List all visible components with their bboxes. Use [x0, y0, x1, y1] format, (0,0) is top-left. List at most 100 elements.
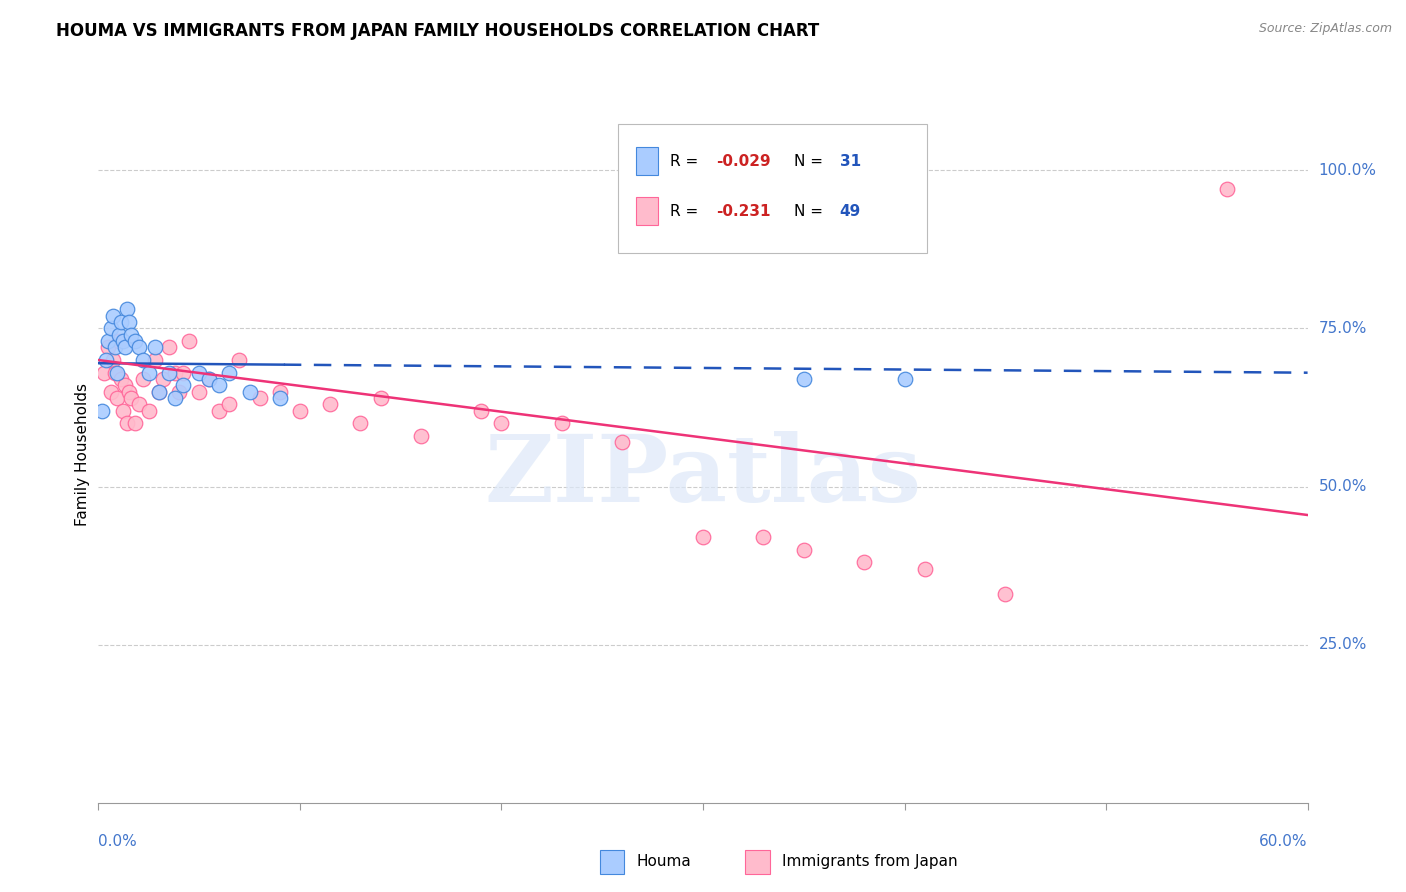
Point [994, 587, 1017, 601]
Text: R =: R = [671, 204, 703, 219]
Point [114, 340, 136, 354]
Text: 60.0%: 60.0% [1260, 834, 1308, 849]
Point [110, 372, 132, 386]
Point [793, 542, 815, 557]
Y-axis label: Family Households: Family Households [75, 384, 90, 526]
FancyBboxPatch shape [619, 125, 927, 253]
Point [143, 353, 166, 368]
Text: 31: 31 [839, 153, 860, 169]
Point [128, 340, 150, 354]
Point [105, 366, 128, 380]
Point [793, 372, 815, 386]
Bar [745, 850, 769, 874]
Point [107, 334, 129, 348]
Point [100, 384, 122, 399]
Point [228, 353, 250, 368]
Point [138, 366, 160, 380]
Point [172, 378, 194, 392]
Point [97, 334, 120, 348]
Point [288, 403, 311, 417]
Point [551, 417, 574, 431]
Point [101, 309, 124, 323]
Point [208, 378, 231, 392]
Bar [637, 147, 658, 175]
Point [218, 397, 240, 411]
Point [198, 372, 221, 386]
Point [349, 417, 371, 431]
Point [914, 562, 936, 576]
Text: 100.0%: 100.0% [1319, 163, 1376, 178]
Text: N =: N = [793, 153, 828, 169]
Point [163, 391, 186, 405]
Text: 0.0%: 0.0% [98, 834, 138, 849]
Point [163, 366, 186, 380]
Bar [600, 850, 624, 874]
Point [177, 334, 201, 348]
Point [105, 391, 128, 405]
Point [115, 417, 138, 431]
Point [612, 435, 634, 450]
Text: 49: 49 [839, 204, 860, 219]
Text: HOUMA VS IMMIGRANTS FROM JAPAN FAMILY HOUSEHOLDS CORRELATION CHART: HOUMA VS IMMIGRANTS FROM JAPAN FAMILY HO… [56, 22, 820, 40]
Text: -0.231: -0.231 [716, 204, 770, 219]
Text: -0.029: -0.029 [716, 153, 770, 169]
Point [96, 353, 118, 368]
Text: ZIPatlas: ZIPatlas [485, 431, 921, 521]
Point [198, 372, 221, 386]
Point [470, 403, 492, 417]
Point [124, 334, 146, 348]
Point [124, 417, 146, 431]
Text: R =: R = [671, 153, 703, 169]
Point [269, 391, 291, 405]
Point [752, 530, 775, 544]
Point [143, 340, 166, 354]
Point [97, 340, 120, 354]
Point [1216, 182, 1239, 196]
Point [138, 403, 160, 417]
Text: Immigrants from Japan: Immigrants from Japan [782, 855, 957, 870]
Text: Houma: Houma [637, 855, 692, 870]
Point [692, 182, 714, 196]
Point [132, 372, 155, 386]
Point [91, 403, 114, 417]
Point [208, 403, 231, 417]
Point [118, 384, 141, 399]
Point [111, 403, 134, 417]
Point [491, 417, 513, 431]
Text: 50.0%: 50.0% [1319, 479, 1367, 494]
Point [167, 384, 190, 399]
Point [692, 530, 714, 544]
Point [249, 391, 271, 405]
Point [853, 556, 876, 570]
Point [110, 315, 132, 329]
Point [115, 302, 138, 317]
Point [101, 353, 124, 368]
Text: N =: N = [793, 204, 828, 219]
Point [157, 366, 180, 380]
Point [188, 366, 211, 380]
Point [118, 315, 141, 329]
Point [152, 372, 174, 386]
Point [114, 378, 136, 392]
Text: 25.0%: 25.0% [1319, 637, 1367, 652]
Text: Source: ZipAtlas.com: Source: ZipAtlas.com [1258, 22, 1392, 36]
Point [120, 327, 142, 342]
Text: 75.0%: 75.0% [1319, 321, 1367, 336]
Point [370, 391, 392, 405]
Point [120, 391, 142, 405]
Point [269, 384, 291, 399]
Point [188, 384, 211, 399]
Point [172, 366, 194, 380]
Point [93, 366, 115, 380]
Point [148, 384, 170, 399]
Point [132, 353, 155, 368]
Point [111, 334, 134, 348]
Point [128, 397, 150, 411]
Point [239, 384, 262, 399]
Point [218, 366, 240, 380]
Point [319, 397, 342, 411]
Point [103, 340, 125, 354]
Point [107, 327, 129, 342]
Point [409, 429, 432, 443]
Point [893, 372, 915, 386]
